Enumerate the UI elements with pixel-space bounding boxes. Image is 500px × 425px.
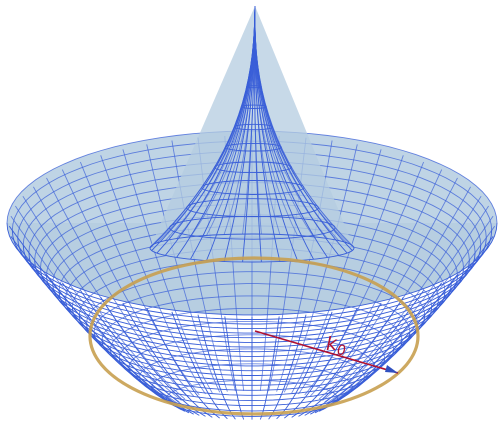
bowl-meridian: [322, 195, 482, 401]
bowl-meridian: [22, 195, 182, 401]
bowl-meridian: [259, 316, 280, 420]
bowl-meridian: [298, 155, 404, 395]
bowl-meridian: [100, 296, 206, 417]
cone-ring: [169, 215, 336, 240]
minimum-ring-curve: [88, 256, 420, 416]
minimum-ring: [88, 256, 420, 416]
bowl-meridian: [15, 246, 180, 409]
bowl-meridian: [298, 296, 404, 417]
bowl-latitude-front: [6, 222, 498, 316]
bowl-meridian: [61, 282, 194, 415]
bowl-meridian: [324, 205, 489, 403]
bowl-meridian: [197, 314, 236, 420]
cone-ring: [246, 85, 262, 89]
bowl-meridian: [15, 205, 180, 403]
bowl-meridian: [80, 290, 200, 416]
bowl-meridian: [291, 149, 382, 394]
bowl-meridian: [318, 265, 471, 412]
cone-ring: [233, 123, 274, 131]
bowl-meridian: [284, 307, 358, 419]
k0-symbol: k: [326, 333, 338, 355]
bowl-meridian: [146, 307, 220, 419]
cone-ring: [201, 180, 305, 195]
bowl-meridian: [276, 311, 333, 420]
bowl-meridian: [10, 236, 179, 408]
bowl-front-half: [6, 222, 498, 420]
cone-ring: [224, 142, 282, 152]
bowl-meridian: [322, 255, 482, 411]
k0-vector: k0: [254, 330, 399, 374]
bowl-meridian: [8, 225, 178, 406]
bowl-meridian: [310, 282, 443, 415]
bowl-meridian: [122, 302, 213, 418]
k0-label: k0: [326, 333, 346, 359]
cone-ring: [149, 233, 355, 263]
k0-subscript: 0: [337, 343, 346, 359]
cone-ring: [214, 161, 292, 174]
k0-arrow-shaft: [254, 330, 399, 374]
bowl-meridian: [314, 274, 458, 414]
bowl-meridian: [122, 149, 213, 394]
bowl-meridian: [100, 155, 206, 395]
bowl-meridian: [171, 311, 228, 420]
arrow-head-icon: [385, 365, 398, 373]
central-peak-cone: [149, 5, 355, 263]
bowl-meridian: [268, 314, 307, 420]
bowl-meridian: [224, 316, 245, 420]
cone-fill: [150, 6, 354, 262]
cone-ring: [240, 104, 267, 109]
cone-ring: [250, 65, 259, 68]
bowl-meridian: [291, 302, 382, 418]
